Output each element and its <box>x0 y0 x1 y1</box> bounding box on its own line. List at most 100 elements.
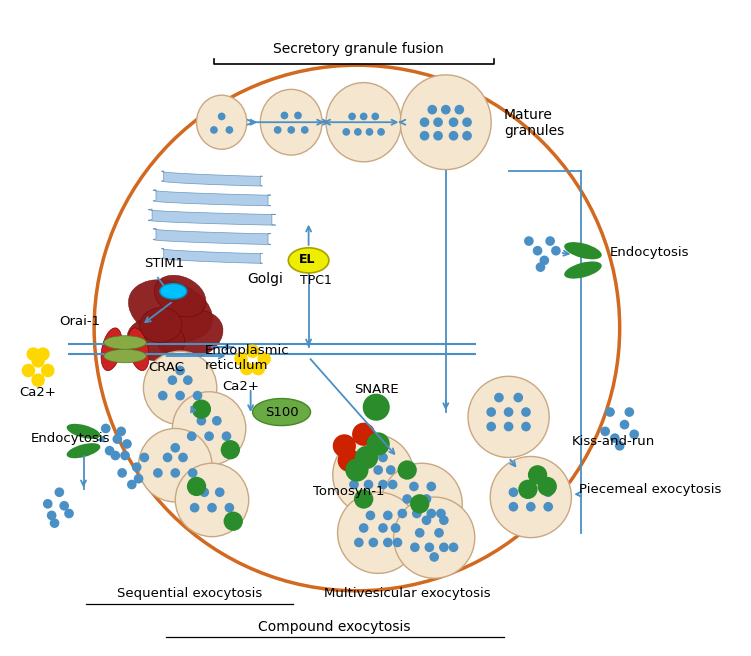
Text: Kiss-and-run: Kiss-and-run <box>572 434 655 447</box>
Circle shape <box>379 523 388 533</box>
Circle shape <box>345 459 369 482</box>
Circle shape <box>504 407 514 417</box>
Circle shape <box>175 391 185 400</box>
Ellipse shape <box>326 83 401 162</box>
Text: Mature
granules: Mature granules <box>504 108 564 138</box>
Circle shape <box>427 508 436 518</box>
Circle shape <box>333 434 356 457</box>
Text: EL: EL <box>298 253 315 266</box>
Circle shape <box>210 126 218 134</box>
Circle shape <box>348 113 356 120</box>
Circle shape <box>188 468 198 478</box>
Circle shape <box>454 105 464 115</box>
Circle shape <box>64 508 74 518</box>
Text: Endoplasmic
reticulum: Endoplasmic reticulum <box>204 344 289 373</box>
Circle shape <box>448 117 458 127</box>
Polygon shape <box>153 228 271 245</box>
Ellipse shape <box>154 276 206 317</box>
Ellipse shape <box>468 377 549 457</box>
Circle shape <box>288 126 295 134</box>
Circle shape <box>140 453 149 462</box>
Ellipse shape <box>140 308 182 342</box>
Ellipse shape <box>252 399 310 426</box>
Polygon shape <box>153 190 271 206</box>
Circle shape <box>545 236 555 246</box>
Circle shape <box>338 449 360 472</box>
Circle shape <box>420 117 430 127</box>
Circle shape <box>528 465 547 485</box>
Circle shape <box>421 516 431 525</box>
Circle shape <box>218 113 225 120</box>
Circle shape <box>487 407 496 417</box>
Circle shape <box>204 432 214 441</box>
Text: Endocytosis: Endocytosis <box>610 246 689 259</box>
Circle shape <box>349 480 359 489</box>
Polygon shape <box>148 209 276 225</box>
Circle shape <box>258 352 271 365</box>
Ellipse shape <box>173 392 246 465</box>
Ellipse shape <box>104 349 146 363</box>
Circle shape <box>117 468 127 478</box>
Circle shape <box>532 246 542 256</box>
Circle shape <box>354 465 363 475</box>
Ellipse shape <box>288 248 329 273</box>
Circle shape <box>197 416 207 426</box>
Circle shape <box>383 510 393 520</box>
Circle shape <box>175 365 185 375</box>
Circle shape <box>439 543 448 552</box>
Ellipse shape <box>175 463 249 537</box>
Circle shape <box>397 508 407 518</box>
Ellipse shape <box>197 95 247 150</box>
Circle shape <box>403 494 412 504</box>
Circle shape <box>183 375 193 385</box>
Circle shape <box>448 543 458 552</box>
Circle shape <box>412 508 421 518</box>
Ellipse shape <box>338 492 419 573</box>
Circle shape <box>366 128 373 136</box>
Circle shape <box>132 462 141 472</box>
Circle shape <box>352 422 376 446</box>
Ellipse shape <box>67 424 101 439</box>
Circle shape <box>354 538 363 547</box>
Circle shape <box>104 446 114 455</box>
Circle shape <box>448 131 458 140</box>
Circle shape <box>200 487 209 497</box>
Circle shape <box>600 426 610 436</box>
Polygon shape <box>161 171 262 186</box>
Circle shape <box>221 440 240 459</box>
Ellipse shape <box>128 328 149 371</box>
Circle shape <box>538 477 557 496</box>
Text: Ca2+: Ca2+ <box>19 386 56 399</box>
Ellipse shape <box>104 336 146 349</box>
Text: Endocytosis: Endocytosis <box>30 432 110 445</box>
Circle shape <box>518 480 538 499</box>
Circle shape <box>43 499 53 508</box>
Circle shape <box>192 400 211 419</box>
Circle shape <box>366 432 390 455</box>
Circle shape <box>167 375 177 385</box>
Circle shape <box>170 443 180 453</box>
Circle shape <box>190 503 200 512</box>
Text: Piecemeal exocytosis: Piecemeal exocytosis <box>579 483 722 495</box>
Ellipse shape <box>333 434 414 516</box>
Circle shape <box>514 393 523 402</box>
Text: Orai-1: Orai-1 <box>59 315 101 328</box>
Circle shape <box>544 487 553 497</box>
Circle shape <box>122 439 132 449</box>
Circle shape <box>32 354 45 367</box>
Circle shape <box>433 131 443 140</box>
Circle shape <box>544 502 553 512</box>
Circle shape <box>372 113 379 120</box>
Circle shape <box>524 236 534 246</box>
Text: Tomosyn-1: Tomosyn-1 <box>313 485 385 497</box>
Circle shape <box>212 416 222 426</box>
Circle shape <box>504 422 514 432</box>
Circle shape <box>393 538 403 547</box>
Circle shape <box>377 128 385 136</box>
Circle shape <box>420 131 430 140</box>
Circle shape <box>379 453 388 462</box>
Circle shape <box>397 461 417 480</box>
Circle shape <box>120 451 130 461</box>
Ellipse shape <box>143 351 217 424</box>
Ellipse shape <box>128 279 213 342</box>
